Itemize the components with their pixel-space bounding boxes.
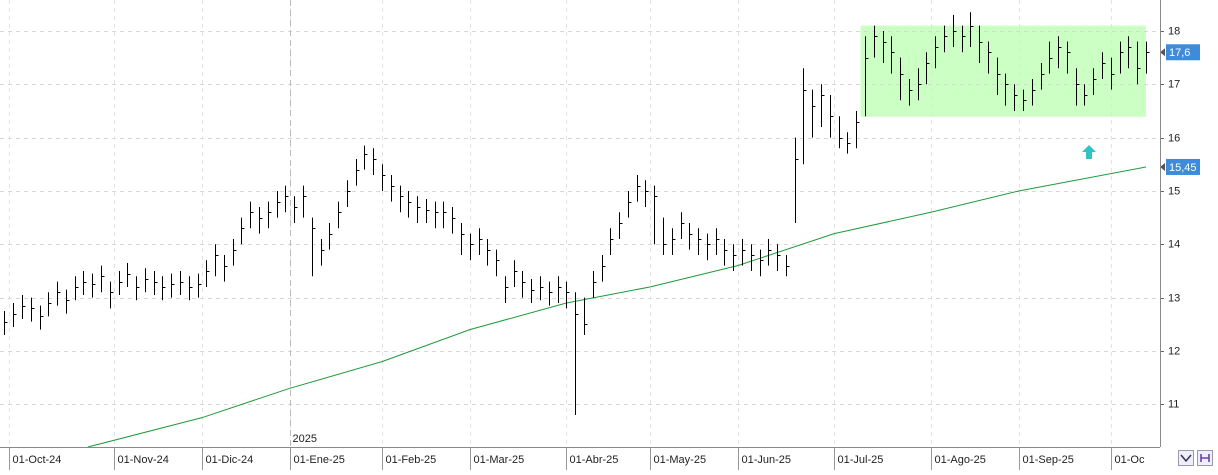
toolbar[interactable] — [1178, 450, 1213, 466]
price-marker — [1160, 48, 1165, 57]
scroll-button[interactable] — [1178, 450, 1194, 466]
x-tick-label: 01-Jul-25 — [838, 454, 884, 466]
x-tick-label: 01-Nov-24 — [118, 454, 169, 466]
x-tick-label: 01-Jun-25 — [742, 454, 792, 466]
y-tick-label: 12 — [1168, 345, 1180, 357]
y-tick-label: 14 — [1168, 238, 1180, 250]
y-tick-label: 11 — [1168, 398, 1179, 410]
up-arrow — [1082, 145, 1096, 159]
y-tick-label: 16 — [1168, 132, 1180, 144]
x-tick-label: 01-Ago-25 — [935, 454, 986, 466]
y-tick-label: 17 — [1168, 78, 1180, 90]
price-label: 15,45 — [1169, 162, 1197, 174]
x-tick-label: 01-Ene-25 — [294, 454, 345, 466]
chevron-icon — [1180, 454, 1192, 463]
x-tick-label: 01-Abr-25 — [570, 454, 619, 466]
h-icon — [1200, 454, 1210, 462]
x-tick-label: 01-Oc — [1115, 454, 1145, 466]
arrow-marker — [1082, 145, 1096, 159]
y-tick-label: 18 — [1168, 25, 1180, 37]
x-tick-label: 01-Mar-25 — [474, 454, 525, 466]
x-tick-label: 01-Dic-24 — [206, 454, 254, 466]
highlight-zone — [860, 25, 1146, 117]
year-label: 2025 — [293, 433, 317, 445]
x-tick-label: 01-Sep-25 — [1023, 454, 1074, 466]
price-box — [1166, 158, 1200, 175]
x-tick-label: 01-Oct-24 — [13, 454, 62, 466]
plot: 11 12 13 14 15 16 17 18 01-Oct-24 01-Nov-24 01-Dic… — [0, 0, 1200, 470]
y-tick-label: 15 — [1168, 185, 1180, 197]
price-marker — [1160, 162, 1165, 171]
x-tick-label: 01-Feb-25 — [386, 454, 437, 466]
y-tick-label: 13 — [1168, 292, 1180, 304]
price-label: 17,6 — [1169, 47, 1190, 59]
moving-average — [87, 166, 1147, 448]
x-tick-label: 01-May-25 — [654, 454, 707, 466]
price-box — [1166, 44, 1200, 61]
